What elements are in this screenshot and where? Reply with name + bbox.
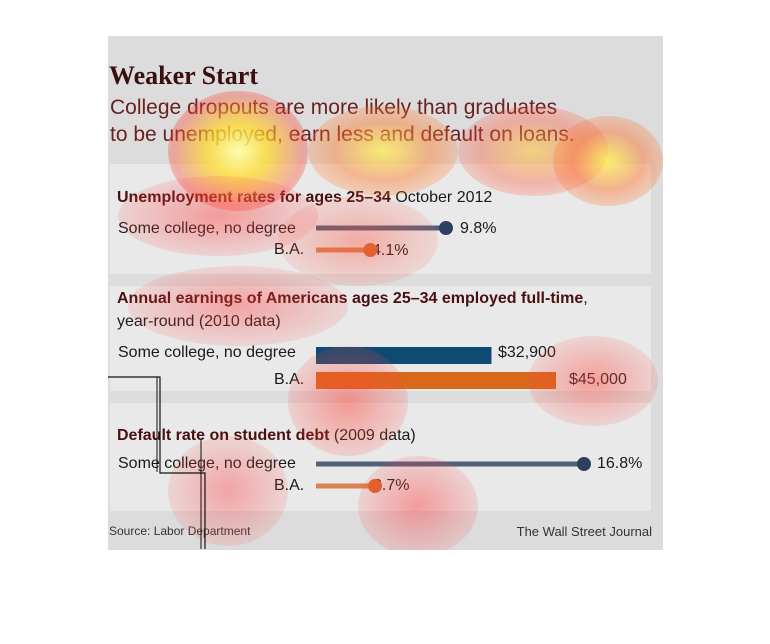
default-label-ba: B.A.: [274, 477, 305, 494]
default-label-some-college: Some college, no degree: [118, 455, 296, 472]
earnings-title-comma: ,: [583, 290, 588, 307]
chart-title: Weaker Start: [109, 61, 258, 90]
earnings-panel: Annual earnings of Americans ages 25–34 …: [110, 286, 651, 391]
earnings-label-ba: B.A.: [274, 371, 305, 388]
unemployment-value-ba: 4.1%: [372, 242, 409, 259]
unemployment-panel: Unemployment rates for ages 25–34 Octobe…: [110, 164, 651, 274]
chart-figure: Weaker Start College dropouts are more l…: [108, 36, 663, 550]
earnings-value-ba: $45,000: [569, 371, 627, 388]
unemployment-label-ba: B.A.: [274, 241, 305, 258]
source-note: Source: Labor Department: [109, 524, 251, 538]
unemployment-title-date: October 2012: [395, 189, 493, 206]
subtitle-line-2: to be unemployed, earn less and default …: [110, 123, 575, 146]
subtitle-line-1: College dropouts are more likely than gr…: [110, 96, 558, 119]
default-value-ba: 3.7%: [373, 477, 410, 494]
earnings-title-bold: Annual earnings of Americans ages 25–34 …: [117, 290, 584, 307]
unemployment-title-bold: Unemployment rates for ages 25–34: [117, 189, 391, 206]
unemployment-label-some-college: Some college, no degree: [118, 220, 296, 237]
earnings-value-some-college: $32,900: [498, 344, 556, 361]
default-title-date: (2009 data): [333, 427, 416, 444]
unemployment-value-some-college: 9.8%: [460, 220, 497, 237]
default-title-bold: Default rate on student debt: [117, 427, 330, 444]
default-panel-title: Default rate on student debt (2009 data): [117, 427, 416, 445]
earnings-title-line2: year-round (2010 data): [117, 313, 281, 330]
earnings-panel-title: Annual earnings of Americans ages 25–34 …: [117, 290, 588, 308]
default-value-some-college: 16.8%: [597, 455, 643, 472]
unemployment-panel-title: Unemployment rates for ages 25–34 Octobe…: [117, 189, 492, 207]
earnings-label-some-college: Some college, no degree: [118, 344, 296, 361]
chart-subtitle: College dropouts are more likely than gr…: [110, 94, 650, 148]
publisher-credit: The Wall Street Journal: [516, 524, 652, 539]
default-panel: Default rate on student debt (2009 data)…: [110, 403, 651, 511]
